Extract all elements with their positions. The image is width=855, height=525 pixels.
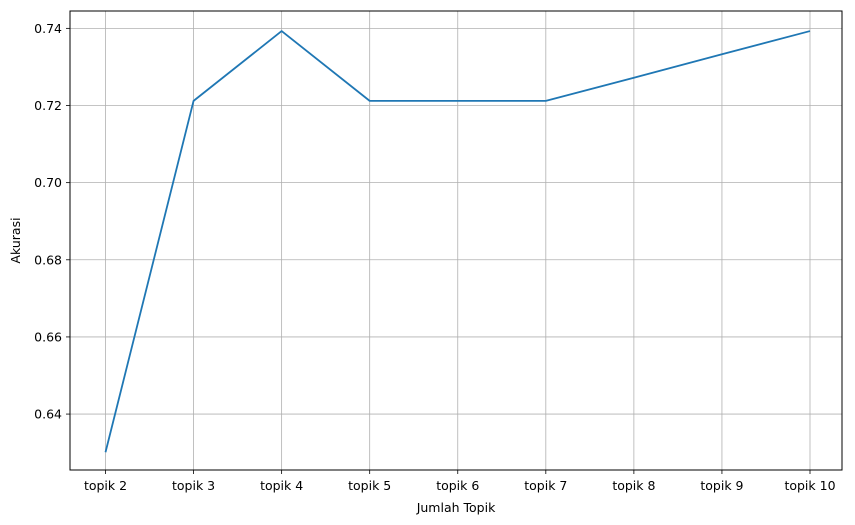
grid-lines [70, 11, 842, 470]
x-tick-label: topik 9 [700, 478, 743, 493]
plot-frame [69, 10, 843, 471]
x-tick-label: topik 7 [524, 478, 567, 493]
y-axis: 0.64 0.66 0.68 0.70 0.72 0.74 [34, 21, 70, 422]
x-tick-label: topik 3 [172, 478, 215, 493]
x-axis: topik 2 topik 3 topik 4 topik 5 topik 6 topik… [84, 470, 836, 493]
x-tick-label: topik 4 [260, 478, 303, 493]
x-tick-label: topik 2 [84, 478, 127, 493]
y-axis-label: Akurasi [8, 217, 23, 263]
x-tick-label: topik 8 [612, 478, 655, 493]
x-tick-label: topik 5 [348, 478, 391, 493]
series-group [104, 30, 811, 453]
y-tick-label: 0.64 [34, 407, 62, 422]
x-tick-label: topik 6 [436, 478, 479, 493]
y-tick-label: 0.70 [34, 175, 62, 190]
series-line-0 [104, 30, 811, 453]
y-tick-label: 0.74 [34, 21, 62, 36]
y-tick-label: 0.72 [34, 98, 62, 113]
y-tick-label: 0.66 [34, 329, 62, 344]
x-axis-label: Jumlah Topik [416, 500, 496, 515]
y-tick-label: 0.68 [34, 252, 62, 267]
x-tick-label: topik 10 [784, 478, 835, 493]
